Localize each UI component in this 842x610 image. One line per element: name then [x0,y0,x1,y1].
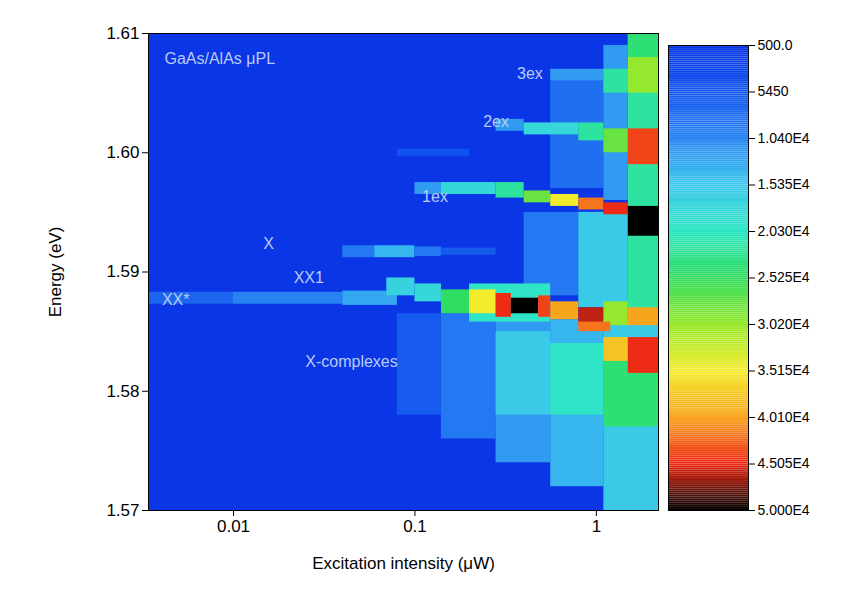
svg-text:X-complexes: X-complexes [305,353,397,370]
svg-text:XX*: XX* [162,291,190,308]
svg-text:X: X [263,235,274,252]
svg-text:2.525E4: 2.525E4 [758,269,810,285]
svg-text:1: 1 [592,517,601,536]
svg-text:XX1: XX1 [294,269,324,286]
svg-text:0.1: 0.1 [403,517,427,536]
svg-text:2.030E4: 2.030E4 [758,223,810,239]
svg-text:4.505E4: 4.505E4 [758,455,810,471]
svg-text:GaAs/AlAs μPL: GaAs/AlAs μPL [164,50,275,67]
svg-text:1ex: 1ex [422,188,448,205]
svg-text:0.01: 0.01 [217,517,250,536]
svg-text:2ex: 2ex [483,113,509,130]
svg-text:1.60: 1.60 [106,143,139,162]
svg-text:Energy (eV): Energy (eV) [46,227,65,318]
svg-text:3.515E4: 3.515E4 [758,362,810,378]
svg-text:Excitation intensity (μW): Excitation intensity (μW) [312,554,495,573]
svg-text:4.010E4: 4.010E4 [758,409,810,425]
svg-text:1.535E4: 1.535E4 [758,176,810,192]
svg-text:1.040E4: 1.040E4 [758,130,810,146]
svg-text:1.61: 1.61 [106,24,139,43]
svg-text:5.000E4: 5.000E4 [758,502,810,518]
svg-text:3.020E4: 3.020E4 [758,316,810,332]
svg-text:3ex: 3ex [517,65,543,82]
svg-text:1.57: 1.57 [106,501,139,520]
svg-text:1.58: 1.58 [106,382,139,401]
svg-text:500.0: 500.0 [758,37,793,53]
svg-text:5450: 5450 [758,83,789,99]
svg-text:1.59: 1.59 [106,262,139,281]
